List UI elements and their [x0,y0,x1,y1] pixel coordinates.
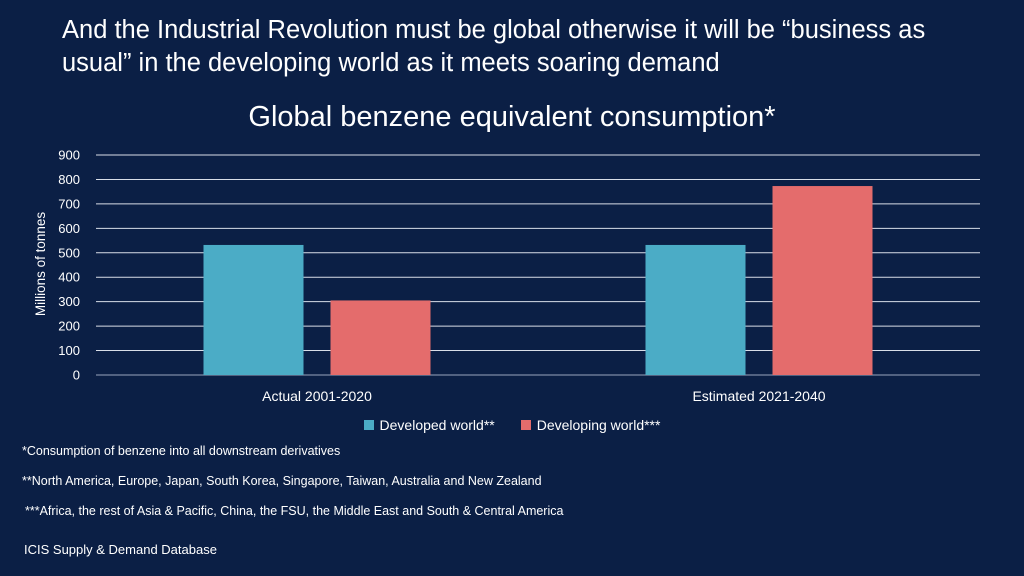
bar-chart: 0 100 200 300 400 500 600 700 800 900 Actual 2001… [33,148,980,404]
category-label: Actual 2001-2020 [262,388,372,404]
legend-item-developing: Developing world*** [520,417,661,433]
y-tick-label: 100 [58,343,80,358]
source-note: ICIS Supply & Demand Database [24,542,217,557]
category-label: Estimated 2021-2040 [692,388,825,404]
y-tick-label: 200 [58,319,80,334]
bar-developing-0 [330,300,431,375]
y-tick-label: 800 [58,172,80,187]
y-tick-label: 700 [58,196,80,211]
legend-swatch-developing [520,420,531,430]
footnote-3: ***Africa, the rest of Asia & Pacific, C… [25,504,564,518]
chart-legend: Developed world** Developing world*** [0,417,1024,433]
slide-headline: And the Industrial Revolution must be gl… [62,16,926,77]
chart-title: Global benzene equivalent consumption* [248,101,776,133]
y-tick-label: 0 [73,368,80,383]
bar-developed-1 [645,244,746,375]
y-tick-label: 900 [58,148,80,163]
category-labels: Actual 2001-2020 Estimated 2021-2040 [262,388,826,404]
y-tick-labels: 0 100 200 300 400 500 600 700 800 900 [58,148,80,383]
bar-developed-0 [203,244,304,375]
y-tick-label: 600 [58,221,80,236]
y-tick-label: 500 [58,245,80,260]
bars [203,186,873,375]
y-tick-label: 300 [58,294,80,309]
bar-developing-1 [772,186,873,375]
y-axis-title: Millions of tonnes [33,212,48,317]
legend-item-developed: Developed world** [363,417,495,433]
footnote-2: **North America, Europe, Japan, South Ko… [22,474,542,488]
footnote-1: *Consumption of benzene into all downstr… [22,444,341,458]
legend-label-developed: Developed world** [379,417,495,433]
y-tick-label: 400 [58,270,80,285]
legend-label-developing: Developing world*** [536,417,661,433]
legend-swatch-developed [363,420,374,430]
